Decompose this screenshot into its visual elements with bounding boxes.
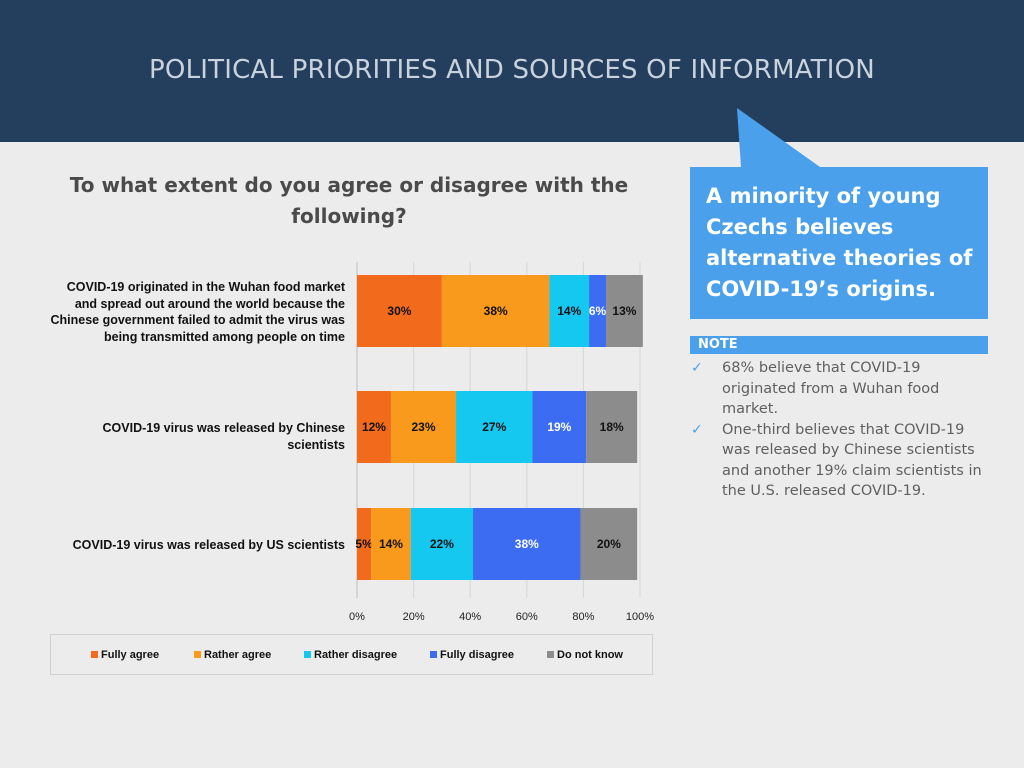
header-bar: POLITICAL PRIORITIES AND SOURCES OF INFO… xyxy=(0,0,1024,142)
bar-segment xyxy=(357,508,372,580)
data-label: 6% xyxy=(589,304,607,318)
x-tick-label: 0% xyxy=(349,611,365,623)
data-label: 14% xyxy=(379,537,403,551)
data-label: 18% xyxy=(600,420,624,434)
bar-segment xyxy=(410,508,474,580)
note-list: ✓ 68% believe that COVID-19 originated f… xyxy=(690,358,990,502)
legend-item-fully-agree: Fully agree xyxy=(91,649,159,661)
check-icon: ✓ xyxy=(691,360,703,376)
x-tick-label: 60% xyxy=(516,611,538,623)
data-label: 12% xyxy=(362,420,386,434)
data-label: 23% xyxy=(411,420,435,434)
x-tick-label: 80% xyxy=(572,611,594,623)
note-item: ✓ One-third believes that COVID-19 was r… xyxy=(690,420,990,502)
data-label: 20% xyxy=(597,537,621,551)
bar-segment xyxy=(580,508,638,580)
bar-segment xyxy=(473,508,581,580)
legend-label: Do not know xyxy=(557,649,623,661)
legend-swatch xyxy=(430,651,437,658)
note-header: NOTE xyxy=(690,336,988,354)
legend-swatch xyxy=(194,651,201,658)
legend-swatch xyxy=(547,651,554,658)
x-tick-label: 100% xyxy=(626,611,654,623)
bar-segment xyxy=(390,391,457,463)
bar-segment xyxy=(586,391,638,463)
bar-segment xyxy=(456,391,533,463)
data-label: 22% xyxy=(430,537,454,551)
row-label-chinese-scientists: COVID-19 virus was released by Chinese s… xyxy=(102,421,345,452)
callout-box: A minority of young Czechs believes alte… xyxy=(690,167,988,319)
legend-swatch xyxy=(91,651,98,658)
row-label-wuhan: COVID-19 originated in the Wuhan food ma… xyxy=(50,280,345,344)
legend-label: Rather agree xyxy=(204,649,272,661)
x-tick-label: 40% xyxy=(459,611,481,623)
data-label: 19% xyxy=(547,420,571,434)
data-label: 14% xyxy=(557,304,581,318)
data-label: 38% xyxy=(484,304,508,318)
legend-item-rather-disagree: Rather disagree xyxy=(304,649,397,661)
legend-label: Rather disagree xyxy=(314,649,398,661)
bar-segment xyxy=(589,275,607,347)
data-label: 30% xyxy=(387,304,411,318)
data-label: 27% xyxy=(482,420,506,434)
legend-item-do-not-know: Do not know xyxy=(547,649,623,661)
note-item-text: 68% believe that COVID-19 originated fro… xyxy=(722,360,940,417)
data-label: 13% xyxy=(612,304,636,318)
bar-segment xyxy=(549,275,590,347)
legend-item-rather-agree: Rather agree xyxy=(194,649,271,661)
page-title: POLITICAL PRIORITIES AND SOURCES OF INFO… xyxy=(149,55,875,85)
row-label-us-scientists: COVID-19 virus was released by US scient… xyxy=(72,538,345,552)
bar-segment xyxy=(371,508,411,580)
note-item-text: One-third believes that COVID-19 was rel… xyxy=(722,421,982,500)
legend-swatch xyxy=(304,651,311,658)
x-tick-label: 20% xyxy=(403,611,425,623)
bar-segment xyxy=(357,391,391,463)
data-label: 38% xyxy=(515,537,539,551)
legend: Fully agree Rather agree Rather disagree… xyxy=(50,634,653,675)
bar-segment xyxy=(357,275,442,347)
bar-segment xyxy=(532,391,587,463)
data-label: 5% xyxy=(355,537,373,551)
note-item: ✓ 68% believe that COVID-19 originated f… xyxy=(690,358,990,420)
legend-item-fully-disagree: Fully disagree xyxy=(430,649,514,661)
check-icon: ✓ xyxy=(691,421,703,438)
chart-title: To what extent do you agree or disagree … xyxy=(69,173,629,228)
bar-segment xyxy=(441,275,550,347)
bar-segment xyxy=(606,275,643,347)
callout-text: A minority of young Czechs believes alte… xyxy=(706,184,973,301)
legend-label: Fully disagree xyxy=(440,649,514,661)
legend-label: Fully agree xyxy=(101,649,160,661)
